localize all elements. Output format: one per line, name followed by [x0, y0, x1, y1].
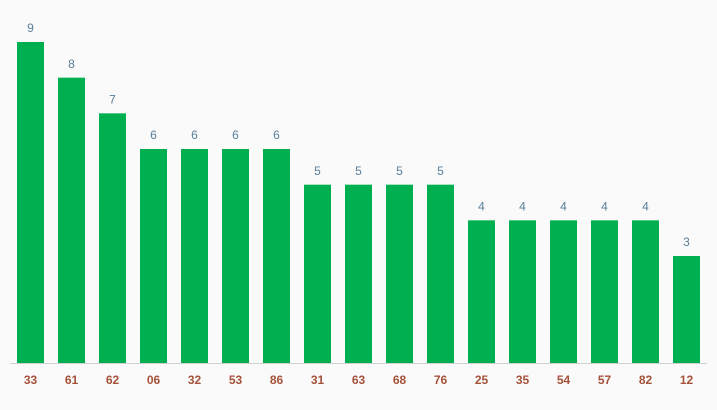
- value-label: 4: [478, 200, 485, 214]
- x-tick-label: 33: [24, 373, 38, 387]
- bar: [304, 184, 331, 363]
- bar: [632, 220, 659, 363]
- bar: [181, 149, 208, 363]
- value-label: 8: [68, 57, 75, 71]
- bar: [222, 149, 249, 363]
- bar: [468, 220, 495, 363]
- x-tick-label: 63: [352, 373, 366, 387]
- bar: [99, 113, 126, 363]
- x-tick-label: 54: [557, 373, 571, 387]
- x-tick-label: 76: [434, 373, 448, 387]
- x-tick-label: 12: [680, 373, 694, 387]
- bar: [427, 184, 454, 363]
- x-tick-label: 53: [229, 373, 243, 387]
- value-label: 3: [683, 235, 690, 249]
- value-label: 5: [355, 164, 362, 178]
- x-tick-label: 57: [598, 373, 612, 387]
- x-tick-label: 32: [188, 373, 202, 387]
- bar: [263, 149, 290, 363]
- value-label: 6: [150, 128, 157, 142]
- x-tick-label: 06: [147, 373, 161, 387]
- value-label: 6: [232, 128, 239, 142]
- value-label: 4: [519, 200, 526, 214]
- x-tick-label: 25: [475, 373, 489, 387]
- bar: [140, 149, 167, 363]
- bar: [58, 77, 85, 364]
- value-label: 4: [601, 200, 608, 214]
- value-label: 5: [396, 164, 403, 178]
- value-label: 7: [109, 93, 116, 107]
- value-label: 6: [273, 128, 280, 142]
- bar: [591, 220, 618, 363]
- bar: [17, 42, 44, 363]
- bar: [673, 256, 700, 363]
- value-label: 4: [642, 200, 649, 214]
- bar: [509, 220, 536, 363]
- x-tick-label: 86: [270, 373, 284, 387]
- bar: [386, 184, 413, 363]
- x-tick-label: 62: [106, 373, 120, 387]
- value-label: 9: [27, 21, 34, 35]
- value-label: 5: [314, 164, 321, 178]
- x-tick-label: 68: [393, 373, 407, 387]
- x-tick-label: 82: [639, 373, 653, 387]
- value-label: 5: [437, 164, 444, 178]
- x-tick-label: 35: [516, 373, 530, 387]
- bar: [550, 220, 577, 363]
- x-tick-label: 31: [311, 373, 325, 387]
- value-label: 6: [191, 128, 198, 142]
- bar: [345, 184, 372, 363]
- value-label: 4: [560, 200, 567, 214]
- x-tick-label: 61: [65, 373, 79, 387]
